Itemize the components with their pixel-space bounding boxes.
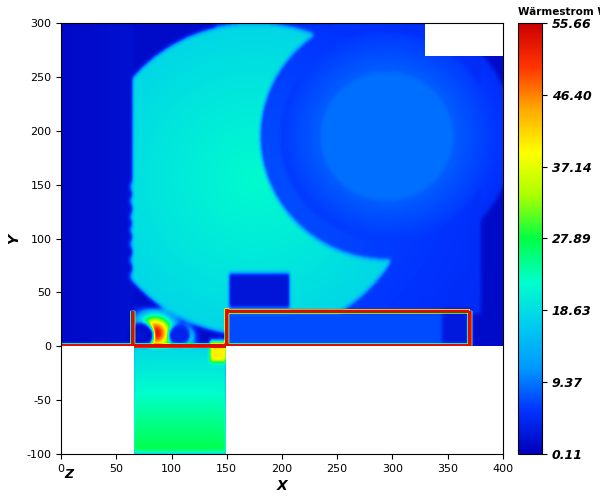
Text: Wärmestrom W/m²: Wärmestrom W/m² bbox=[518, 7, 600, 17]
Y-axis label: Y: Y bbox=[7, 234, 21, 243]
Text: Z: Z bbox=[65, 468, 74, 481]
X-axis label: X: X bbox=[277, 479, 287, 493]
